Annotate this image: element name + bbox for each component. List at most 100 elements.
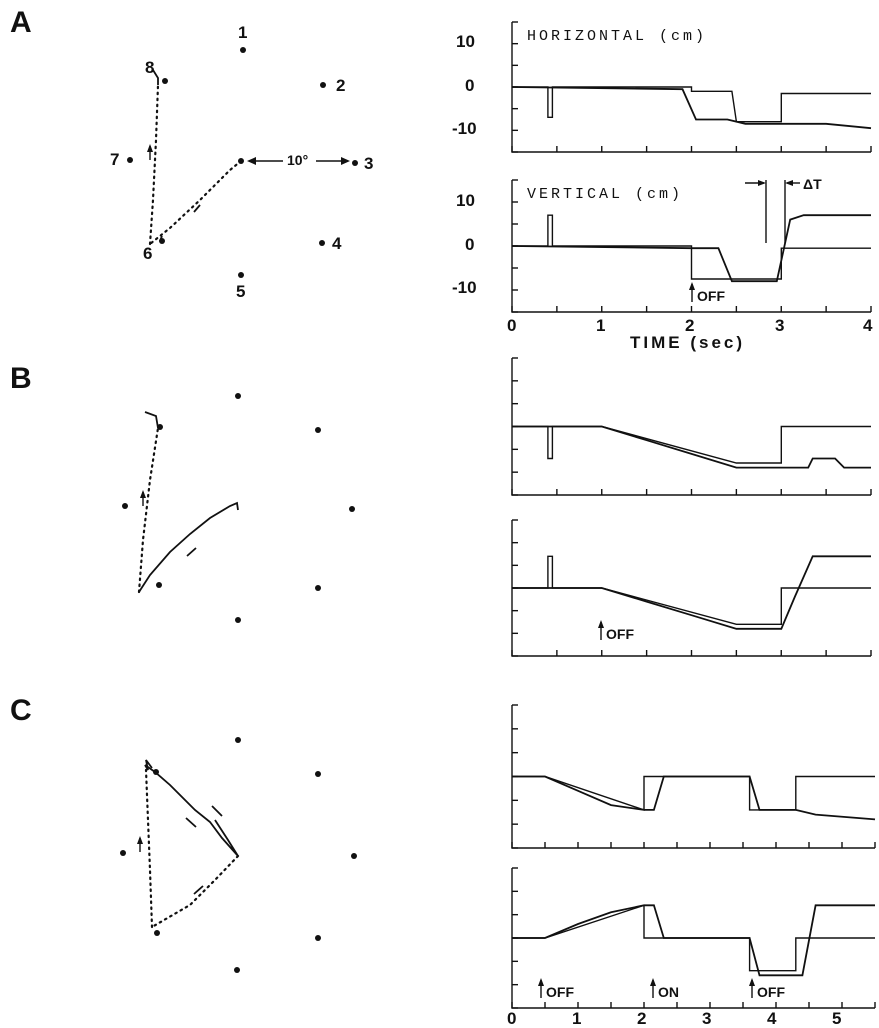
up-arrow-head	[147, 144, 153, 152]
target-dot-8	[157, 424, 163, 430]
target-dot-3	[352, 160, 358, 166]
target-dot-2	[315, 427, 321, 433]
eye-trace	[512, 425, 871, 469]
eye-trace	[512, 775, 876, 821]
chart-c-4	[511, 704, 876, 849]
on-label: ON	[658, 984, 679, 1000]
direction-mark	[186, 547, 197, 557]
y-tick-label: 10	[456, 191, 475, 210]
direction-mark-1	[185, 817, 197, 828]
chart-a-1	[511, 179, 872, 313]
chart-a-0	[511, 21, 872, 153]
chart-title-vertical: VERTICAL (cm)	[527, 186, 683, 203]
target-dot-2	[320, 82, 326, 88]
x-tick-label: 2	[637, 1009, 646, 1028]
target-dot-6	[156, 582, 162, 588]
target-dot-4	[315, 585, 321, 591]
x-tick-label: 4	[863, 316, 873, 335]
target-dot-7	[127, 157, 133, 163]
y-tick-label: 0	[465, 76, 474, 95]
eye-path-end	[152, 69, 159, 85]
target-dot-5	[238, 272, 244, 278]
off-marker-c2: OFF	[749, 978, 785, 1000]
eye-path-pursuit	[138, 501, 239, 593]
saccade-path-dotted	[150, 854, 240, 929]
eye-path-solid	[144, 764, 239, 857]
off-label: OFF	[757, 984, 785, 1000]
target-label-3: 3	[364, 154, 373, 173]
target-trace	[512, 775, 875, 811]
target-trace	[512, 555, 871, 625]
off-marker-b: OFF	[598, 620, 634, 642]
direction-mark-3	[193, 885, 204, 895]
target-dot-1	[235, 737, 241, 743]
eye-trace	[511, 86, 872, 130]
off-marker-a: OFF	[689, 282, 725, 304]
target-dot-4	[315, 935, 321, 941]
target-label-1: 1	[238, 23, 247, 42]
target-array-c	[120, 737, 357, 973]
x-tick-label: 4	[767, 1009, 777, 1028]
chart-c-5	[511, 867, 876, 1009]
target-trace	[512, 425, 871, 464]
x-tick-label: 1	[572, 1009, 581, 1028]
x-tick-label: 5	[832, 1009, 841, 1028]
target-label-4: 4	[332, 234, 342, 253]
target-dot-7	[120, 850, 126, 856]
x-tick-label: 0	[507, 1009, 516, 1028]
target-array-a: 1 2 3 4 5 6 7 8 10°	[110, 23, 373, 301]
pursuit-path-dotted	[137, 426, 160, 594]
eye-path-end	[144, 759, 153, 771]
chart-title-horizontal: HORIZONTAL (cm)	[527, 28, 707, 45]
y-tick-label: -10	[452, 119, 477, 138]
eye-path-end	[144, 411, 159, 429]
target-dot-6	[154, 930, 160, 936]
target-trace	[512, 86, 871, 123]
x-tick-label: 3	[702, 1009, 711, 1028]
target-label-2: 2	[336, 76, 345, 95]
target-dot-3	[351, 853, 357, 859]
target-dot-7	[122, 503, 128, 509]
x-tick-label: 1	[596, 316, 605, 335]
x-tick-label: 2	[685, 316, 694, 335]
target-dot-3	[349, 506, 355, 512]
target-label-6: 6	[143, 244, 152, 263]
up-arrow-head	[137, 836, 143, 844]
panel-letter-b: B	[10, 362, 32, 395]
target-dot-8	[162, 78, 168, 84]
pursuit-path-dotted	[148, 83, 160, 246]
x-tick-label: 0	[507, 316, 516, 335]
target-dot-1	[240, 47, 246, 53]
eye-trace	[512, 555, 871, 630]
target-array-b	[122, 393, 355, 623]
chart-b-2	[511, 357, 872, 496]
target-label-5: 5	[236, 282, 245, 301]
direction-mark-2	[211, 805, 223, 817]
target-dot-5	[235, 617, 241, 623]
x-axis-label-time: TIME (sec)	[630, 333, 745, 352]
y-tick-label: 0	[465, 235, 474, 254]
off-label: OFF	[697, 288, 725, 304]
target-dot-1	[235, 393, 241, 399]
eye-trace	[512, 904, 875, 977]
angle-arrowhead-right	[341, 157, 350, 165]
angle-arrowhead-left	[247, 157, 256, 165]
panel-letter-a: A	[10, 6, 32, 39]
y-tick-label: 10	[456, 32, 475, 51]
eye-trace	[511, 214, 871, 283]
x-tick-label: 3	[775, 316, 784, 335]
off-label: OFF	[606, 626, 634, 642]
direction-mark	[193, 204, 201, 213]
chart-b-3	[511, 519, 872, 657]
off-label: OFF	[546, 984, 574, 1000]
angle-label: 10°	[287, 152, 308, 168]
pursuit-path-dotted	[144, 768, 154, 929]
delta-t-label: ΔT	[803, 176, 822, 192]
saccade-path-dotted	[148, 159, 243, 246]
target-dot-5	[234, 967, 240, 973]
target-label-7: 7	[110, 150, 119, 169]
delta-t-annotation: ΔT	[745, 176, 822, 243]
up-arrow-head	[140, 490, 146, 498]
eye-path-mark	[159, 235, 163, 242]
